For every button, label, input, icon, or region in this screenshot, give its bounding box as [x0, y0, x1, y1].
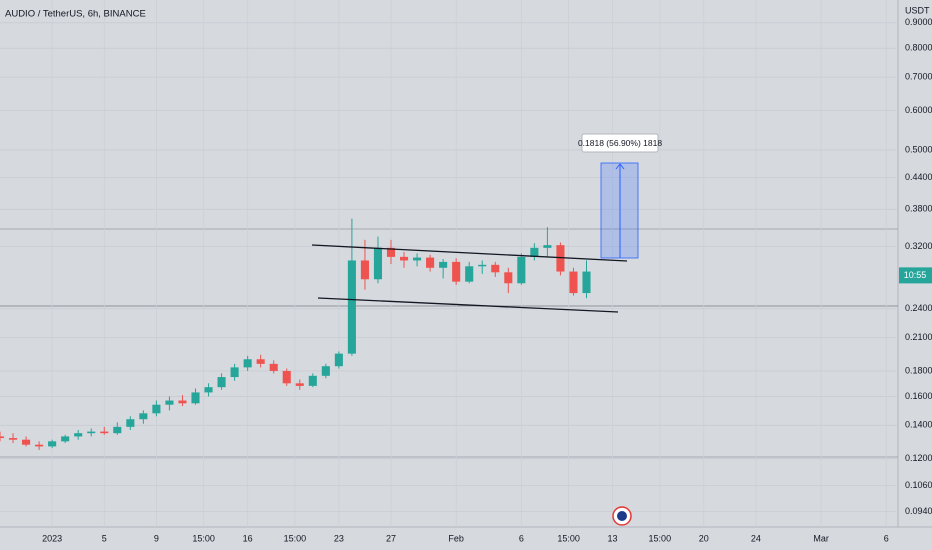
y-tick-label: 0.9000	[905, 17, 932, 27]
candle-body	[413, 257, 422, 261]
candle-body	[243, 359, 252, 368]
candle-body	[178, 400, 187, 404]
candle-body	[35, 444, 44, 447]
candle-body	[439, 261, 448, 268]
candle-body	[256, 359, 265, 364]
candle-body	[269, 363, 278, 371]
candle-body	[452, 261, 461, 282]
x-tick-label: 24	[751, 533, 761, 543]
candle-body	[8, 438, 18, 440]
measure-arrowhead	[615, 163, 625, 170]
y-tick-label: 0.0940	[905, 506, 932, 516]
plot	[0, 22, 898, 512]
chart-title: AUDIO / TetherUS, 6h, BINANCE	[5, 9, 146, 20]
candle-body	[569, 271, 578, 294]
y-tick-label: 0.3800	[905, 204, 932, 214]
candle-body	[139, 413, 148, 420]
y-tick-label: 0.1060	[905, 480, 932, 490]
y-tick-label: 0.3200	[905, 241, 932, 251]
x-tick-label: 15:00	[649, 533, 672, 543]
x-tick-label: 13	[608, 533, 618, 543]
x-tick-label: 15:00	[557, 533, 580, 543]
x-tick-label: 16	[243, 533, 253, 543]
candle-body	[543, 245, 552, 248]
candle-body	[373, 247, 383, 280]
y-tick-label: 0.1200	[905, 453, 932, 463]
y-tick-label: 0.7000	[905, 72, 932, 82]
candle-body	[230, 367, 239, 378]
candle-body	[204, 387, 213, 393]
candle-body	[100, 431, 109, 434]
candle-body	[465, 266, 474, 282]
candle-body	[491, 264, 500, 273]
candle-body	[426, 257, 435, 268]
y-tick-label: 0.2100	[905, 332, 932, 342]
candle-body	[0, 436, 5, 439]
candle-body	[126, 419, 135, 427]
x-tick-label: 6	[519, 533, 524, 543]
candle-body	[282, 370, 291, 384]
candle-body	[113, 426, 122, 434]
x-tick-label: 9	[154, 533, 159, 543]
candle-body	[74, 433, 83, 437]
candle-body	[61, 436, 70, 442]
x-tick-label: 15:00	[192, 533, 215, 543]
y-tick-label: 0.2400	[905, 303, 932, 313]
candle-body	[582, 271, 591, 294]
candle-body	[152, 404, 161, 414]
x-tick-label: 5	[102, 533, 107, 543]
candle-body	[478, 264, 487, 267]
y-tick-label: 0.8000	[905, 43, 932, 53]
x-tick-label: 23	[334, 533, 344, 543]
candle-body	[530, 247, 539, 257]
candle-body	[556, 245, 565, 272]
x-tick-label: 20	[699, 533, 709, 543]
candle-body	[334, 353, 343, 367]
x-tick-label: 27	[386, 533, 396, 543]
y-tick-label: 0.1600	[905, 391, 932, 401]
candle-body	[386, 247, 396, 257]
candle-body	[22, 439, 31, 445]
candle-body	[308, 375, 317, 386]
candle-body	[295, 383, 304, 386]
price-label-box	[899, 267, 932, 284]
candle-body	[87, 431, 96, 434]
measure-label-box	[581, 133, 659, 153]
x-tick-label: 6	[884, 533, 889, 543]
y-tick-label: 0.1400	[905, 420, 932, 430]
candle-body	[517, 256, 526, 284]
candle-body	[347, 260, 356, 354]
logo	[612, 506, 632, 526]
y-tick-label: 0.6000	[905, 105, 932, 115]
candle-body	[399, 256, 409, 261]
channel-lower	[317, 297, 619, 313]
candle-body	[191, 392, 200, 404]
candle-body	[165, 400, 174, 405]
x-tick-label: 2023	[42, 533, 62, 543]
y-unit: USDT	[905, 5, 930, 15]
x-tick-label: Feb	[448, 533, 464, 543]
candle-body	[321, 366, 330, 376]
x-tick-label: Mar	[813, 533, 829, 543]
x-tick-label: 15:00	[284, 533, 307, 543]
y-tick-label: 0.4400	[905, 172, 932, 182]
y-tick-label: 0.1800	[905, 365, 932, 375]
candle-body	[504, 272, 513, 284]
measure-label: 0.1818 (56.90%) 1818	[578, 138, 662, 148]
channel-upper	[311, 244, 628, 262]
candle-body	[217, 377, 226, 388]
y-tick-label: 0.5000	[905, 144, 932, 154]
candle-body	[48, 441, 57, 447]
price-label: 10:55	[904, 270, 927, 280]
candle-body	[360, 260, 369, 280]
